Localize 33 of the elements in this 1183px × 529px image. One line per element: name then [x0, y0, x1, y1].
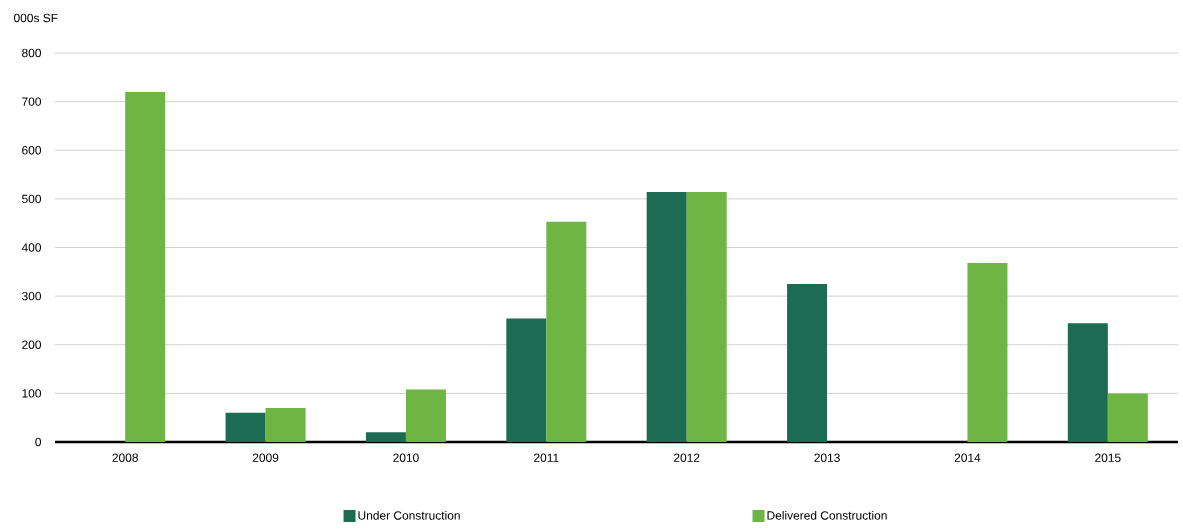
y-tick-label: 400 — [21, 243, 42, 252]
y-tick-label: 300 — [21, 291, 42, 301]
x-tick-label: 2011 — [534, 453, 559, 462]
x-tick-label: 2010 — [393, 453, 419, 462]
bar — [546, 221, 587, 442]
bar — [365, 432, 406, 442]
bar — [265, 407, 306, 442]
legend-label: Under Construction — [358, 510, 460, 520]
bar — [1107, 393, 1148, 442]
bar — [787, 283, 828, 442]
y-axis-title: 000s SF — [13, 13, 58, 23]
y-tick-label: 100 — [22, 389, 42, 398]
y-tick-label: 600 — [22, 146, 42, 155]
x-tick-label: 2009 — [252, 453, 279, 462]
bar — [646, 192, 687, 442]
x-tick-label: 2012 — [673, 453, 700, 462]
x-tick-label: 2013 — [814, 453, 840, 462]
x-tick-label: 2008 — [112, 453, 138, 462]
bar — [506, 318, 547, 442]
bar — [686, 192, 727, 442]
y-tick-label: 800 — [22, 48, 42, 58]
y-tick-label: 200 — [22, 340, 42, 349]
y-tick-label: 500 — [22, 194, 42, 204]
legend-label: Delivered Construction — [767, 510, 887, 520]
bar — [405, 389, 446, 442]
y-tick-label: 700 — [22, 97, 42, 106]
x-tick-label: 2014 — [954, 453, 981, 462]
bar — [967, 263, 1008, 442]
y-tick-label: 0 — [35, 437, 42, 447]
bar — [225, 412, 266, 442]
x-tick-label: 2015 — [1095, 453, 1121, 462]
bar — [125, 91, 166, 442]
bar — [1067, 323, 1108, 442]
